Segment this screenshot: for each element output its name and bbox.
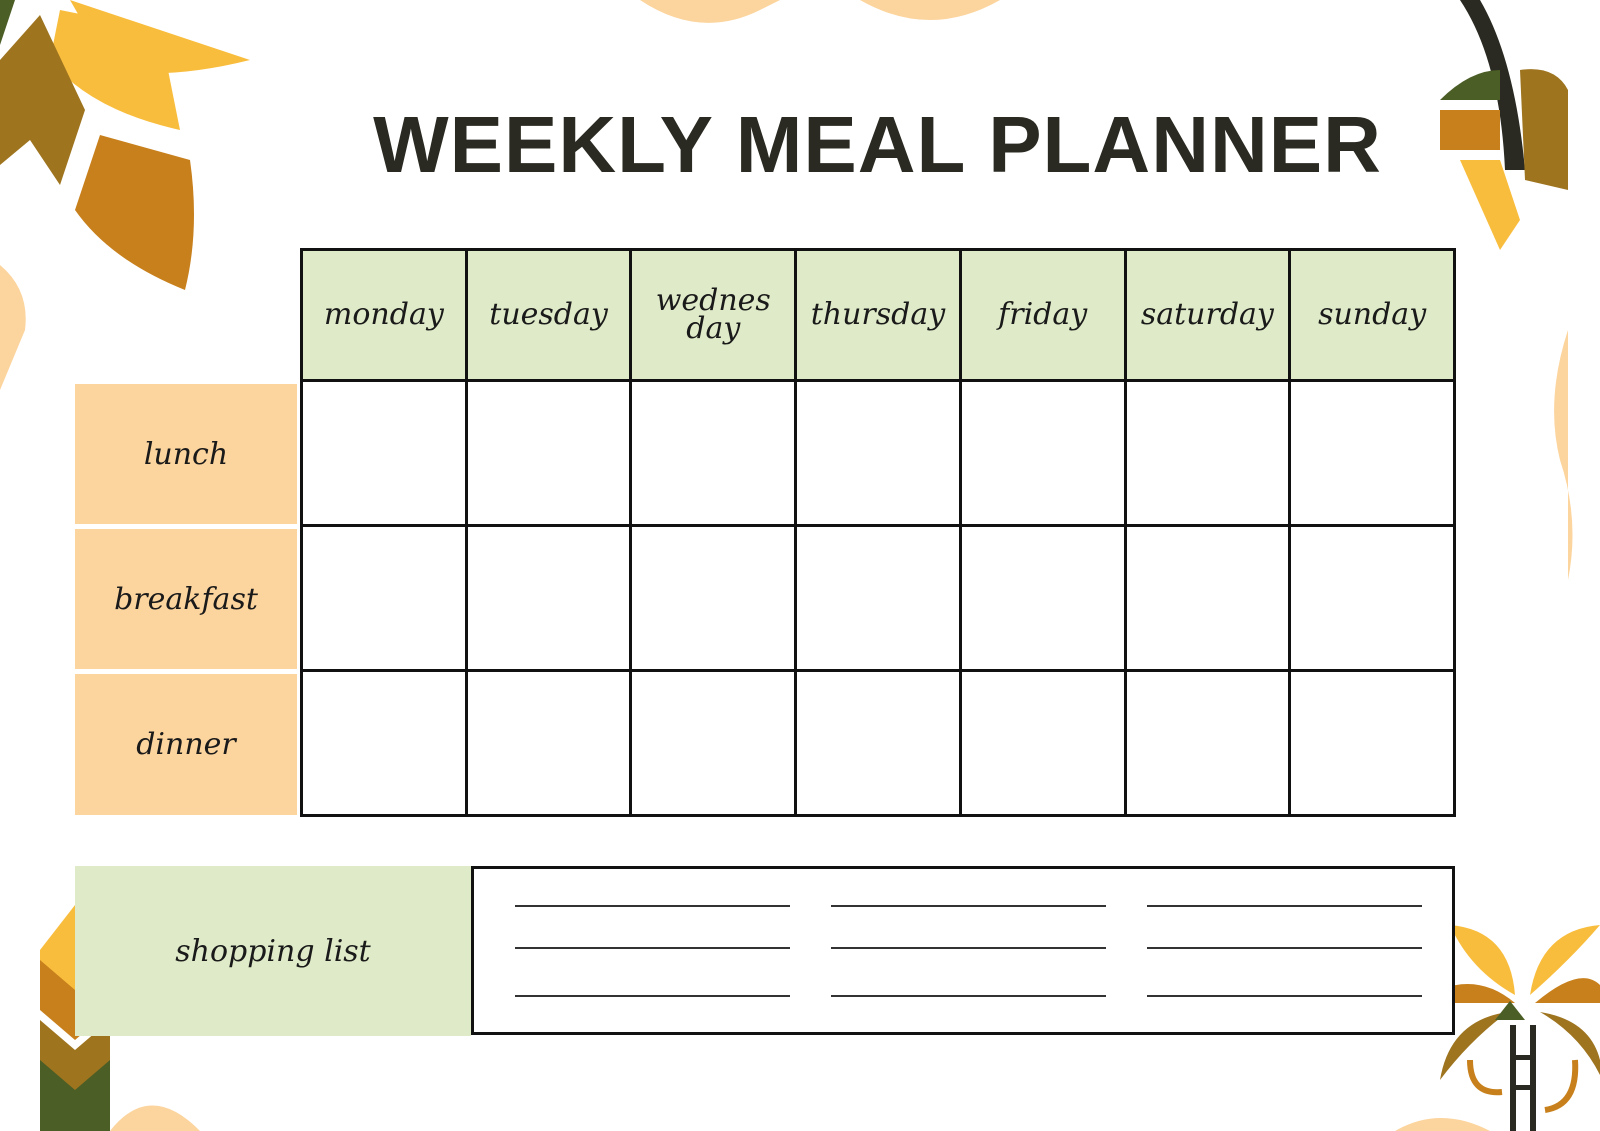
shopping-line[interactable] bbox=[1147, 995, 1422, 997]
meal-label-text: lunch bbox=[143, 436, 229, 472]
meal-cell[interactable] bbox=[629, 668, 798, 818]
day-header-friday: friday bbox=[958, 248, 1127, 382]
day-header-saturday: saturday bbox=[1123, 248, 1292, 382]
meal-cell[interactable] bbox=[794, 668, 962, 818]
meal-cell[interactable] bbox=[300, 378, 468, 527]
meal-cell[interactable] bbox=[464, 668, 633, 818]
shopping-line[interactable] bbox=[831, 995, 1106, 997]
meal-cell[interactable] bbox=[629, 378, 798, 527]
breakfast-row bbox=[300, 523, 1456, 672]
shopping-line[interactable] bbox=[1147, 905, 1422, 907]
meal-cell[interactable] bbox=[1288, 523, 1456, 672]
page-title: WEEKLY MEAL PLANNER bbox=[373, 100, 1382, 189]
shopping-line[interactable] bbox=[831, 947, 1106, 949]
day-header-sunday: sunday bbox=[1288, 248, 1456, 382]
meal-cell[interactable] bbox=[629, 523, 798, 672]
meal-label-lunch: lunch bbox=[75, 384, 297, 524]
shopping-list-label-text: shopping list bbox=[175, 933, 371, 969]
shopping-list-box[interactable] bbox=[471, 866, 1455, 1035]
meal-cell[interactable] bbox=[1123, 668, 1292, 818]
shopping-line[interactable] bbox=[515, 905, 790, 907]
dinner-row bbox=[300, 668, 1456, 818]
day-header-thursday: thursday bbox=[794, 248, 962, 382]
shopping-line[interactable] bbox=[1147, 947, 1422, 949]
day-header-tuesday: tuesday bbox=[464, 248, 633, 382]
meal-label-breakfast: breakfast bbox=[75, 529, 297, 669]
meal-cell[interactable] bbox=[1288, 668, 1456, 818]
shopping-line[interactable] bbox=[515, 995, 790, 997]
day-header-wednesday: wednesday bbox=[629, 248, 798, 382]
meal-cell[interactable] bbox=[464, 523, 633, 672]
lunch-row bbox=[300, 378, 1456, 527]
meal-cell[interactable] bbox=[958, 668, 1127, 818]
meal-cell[interactable] bbox=[958, 378, 1127, 527]
shopping-list-label: shopping list bbox=[75, 866, 471, 1036]
meal-cell[interactable] bbox=[300, 523, 468, 672]
meal-cell[interactable] bbox=[1123, 378, 1292, 527]
meal-label-dinner: dinner bbox=[75, 674, 297, 815]
day-header-row: monday tuesday wednesday thursday friday… bbox=[300, 248, 1456, 382]
shopping-line[interactable] bbox=[831, 905, 1106, 907]
shopping-line[interactable] bbox=[515, 947, 790, 949]
meal-cell[interactable] bbox=[958, 523, 1127, 672]
meal-label-text: breakfast bbox=[114, 581, 258, 617]
meal-cell[interactable] bbox=[464, 378, 633, 527]
meal-grid: monday tuesday wednesday thursday friday… bbox=[300, 248, 1456, 818]
meal-cell[interactable] bbox=[1288, 378, 1456, 527]
day-header-monday: monday bbox=[300, 248, 468, 382]
meal-cell[interactable] bbox=[1123, 523, 1292, 672]
meal-cell[interactable] bbox=[794, 378, 962, 527]
meal-cell[interactable] bbox=[300, 668, 468, 818]
meal-label-text: dinner bbox=[136, 727, 236, 762]
meal-cell[interactable] bbox=[794, 523, 962, 672]
